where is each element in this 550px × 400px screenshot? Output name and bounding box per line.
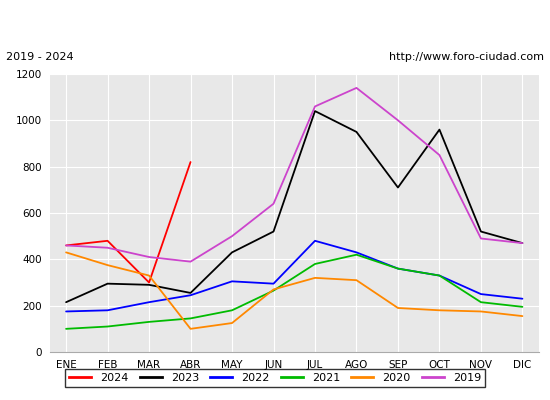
Text: http://www.foro-ciudad.com: http://www.foro-ciudad.com — [389, 52, 544, 62]
Text: 2019 - 2024: 2019 - 2024 — [6, 52, 73, 62]
Text: Evolucion Nº Turistas Extranjeros en el municipio de Teià: Evolucion Nº Turistas Extranjeros en el … — [86, 16, 464, 28]
Legend: 2024, 2023, 2022, 2021, 2020, 2019: 2024, 2023, 2022, 2021, 2020, 2019 — [64, 368, 486, 388]
